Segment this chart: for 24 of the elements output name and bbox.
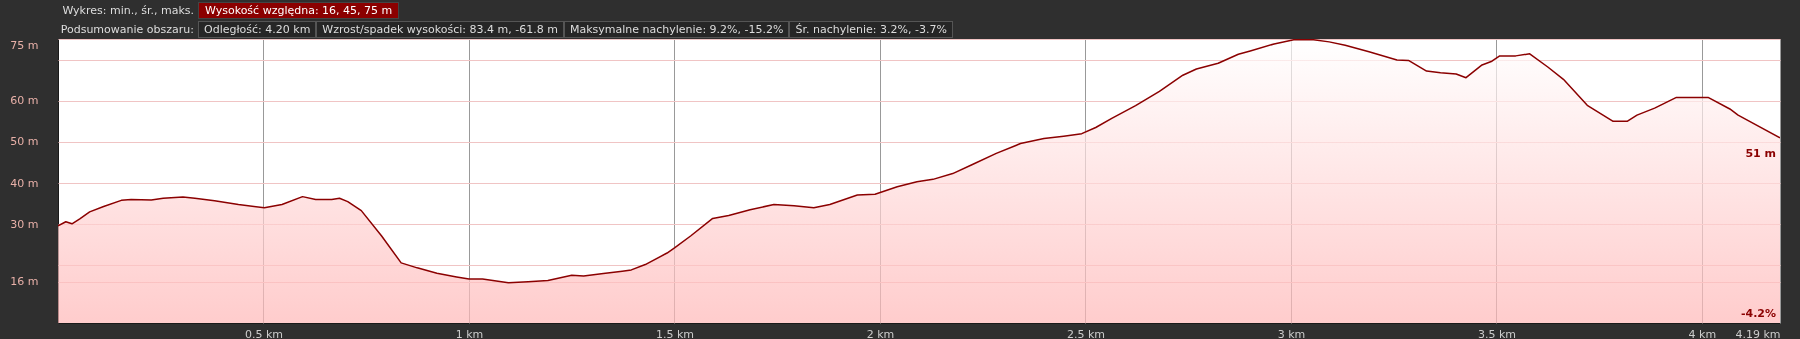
y-tick-label: 60 m	[10, 94, 39, 108]
text: Wykres: min., śr., maks.	[61, 3, 195, 17]
y-tick-label: 30 m	[10, 217, 39, 231]
text: Podsumowanie obszaru:	[59, 22, 195, 36]
x-tick-label: 1.5 km	[655, 327, 695, 339]
annotation: -4.2%	[1740, 307, 1776, 320]
y-tick-label: 16 m	[10, 275, 39, 289]
x-tick-label: 0.5 km	[244, 327, 284, 339]
x-tick-label: 4.19 km	[1735, 327, 1781, 339]
x-tick-label: 3 km	[1277, 327, 1306, 339]
text: Śr. nachylenie: 3.2%, -3.7%	[789, 20, 953, 38]
x-tick-label: 1 km	[455, 327, 484, 339]
y-tick-label: 40 m	[10, 176, 39, 190]
y-tick-label: 75 m	[10, 38, 39, 52]
text: Odległość: 4.20 km	[198, 20, 317, 38]
annotation: 51 m	[1745, 146, 1776, 160]
x-tick-label: 4 km	[1688, 327, 1717, 339]
x-tick-label: 3.5 km	[1477, 327, 1516, 339]
y-tick-label: 50 m	[10, 135, 39, 149]
x-tick-label: 2.5 km	[1066, 327, 1105, 339]
text: Wysokość względna: 16, 45, 75 m	[198, 1, 400, 19]
text: Maksymalne nachylenie: 9.2%, -15.2%	[563, 20, 790, 38]
text: Wzrost/spadek wysokości: 83.4 m, -61.8 m	[316, 20, 564, 38]
x-tick-label: 2 km	[866, 327, 895, 339]
